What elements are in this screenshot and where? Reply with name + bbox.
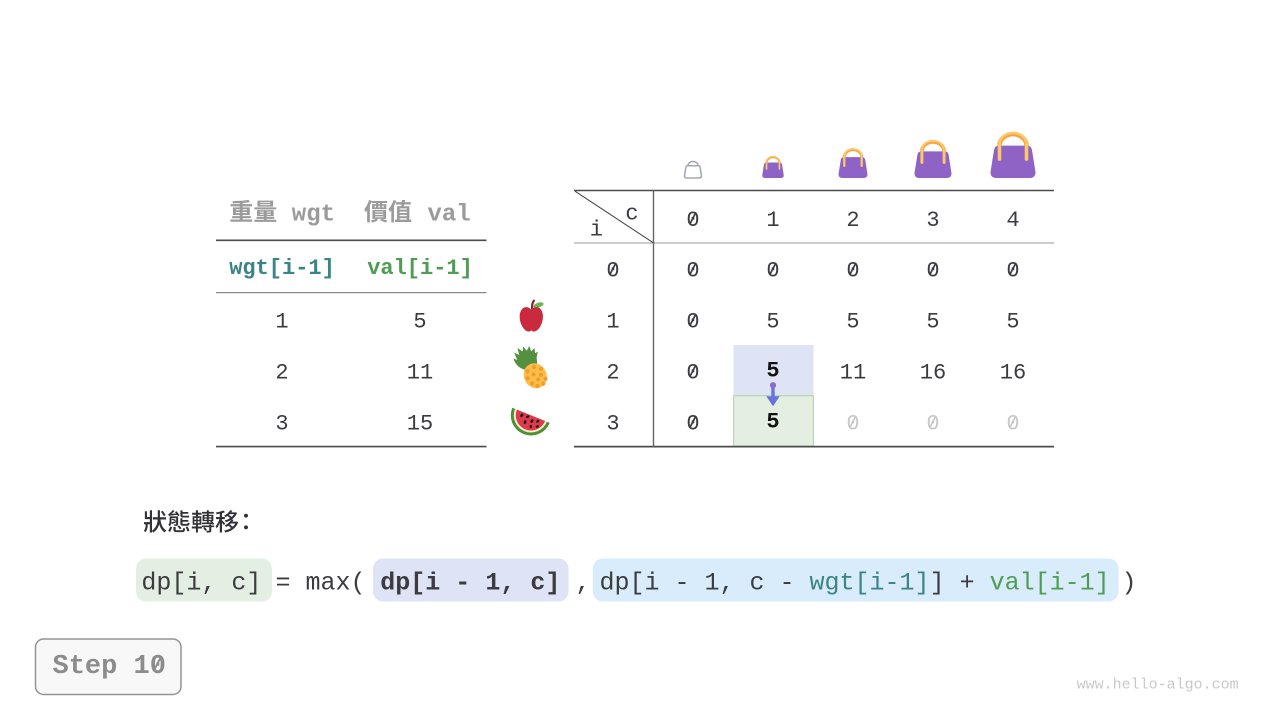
svg-text:0: 0 [686,361,699,386]
svg-text:wgt[i-1]: wgt[i-1] [810,568,930,597]
svg-text:3: 3 [275,412,288,437]
svg-text:15: 15 [407,412,433,437]
svg-text:16: 16 [920,361,946,386]
svg-text:0: 0 [846,412,859,437]
svg-text:0: 0 [686,412,699,437]
svg-text:2: 2 [846,208,859,233]
svg-text:0: 0 [150,652,166,682]
svg-text:5: 5 [846,310,859,335]
svg-text:0: 0 [686,310,699,335]
svg-text:): ) [1122,568,1137,597]
svg-text:]: ] [930,568,945,597]
svg-text:1: 1 [275,310,288,335]
svg-text:0: 0 [926,412,939,437]
svg-text:5: 5 [766,410,779,435]
svg-text:c: c [625,202,638,227]
svg-text:1: 1 [606,310,619,335]
svg-text:1: 1 [766,208,779,233]
svg-text:wgt[i-1]: wgt[i-1] [229,256,335,281]
svg-text:5: 5 [766,359,779,384]
svg-text:11: 11 [840,361,866,386]
svg-text:0: 0 [1006,412,1019,437]
svg-text:5: 5 [413,310,426,335]
svg-text:0: 0 [686,259,699,284]
svg-text:www.hello-algo.com: www.hello-algo.com [1077,677,1239,694]
svg-text:2: 2 [606,361,619,386]
svg-text:0: 0 [766,259,779,284]
svg-text:val: val [428,201,471,228]
svg-text:0: 0 [1006,259,1019,284]
svg-text:val[i-1]: val[i-1] [367,256,473,281]
svg-text:0: 0 [926,259,939,284]
svg-text:= max(: = max( [276,568,366,597]
svg-text:0: 0 [606,259,619,284]
svg-text:val[i-1]: val[i-1] [990,568,1110,597]
svg-text:+: + [945,568,990,597]
svg-text:dp[i - 1, c]: dp[i - 1, c] [380,568,560,597]
svg-text:,: , [576,568,591,597]
svg-text:0: 0 [686,208,699,233]
svg-text:dp[i - 1, c -: dp[i - 1, c - [600,568,810,597]
svg-text:16: 16 [1000,361,1026,386]
svg-text:3: 3 [606,412,619,437]
svg-text:dp[i, c]: dp[i, c] [141,568,261,597]
svg-text:i: i [590,217,603,242]
svg-text:5: 5 [926,310,939,335]
svg-text:Step 1: Step 1 [53,652,150,682]
svg-text:2: 2 [275,361,288,386]
svg-text:4: 4 [1006,208,1019,233]
svg-text:wgt: wgt [292,201,335,228]
svg-text:5: 5 [766,310,779,335]
svg-text:3: 3 [926,208,939,233]
svg-text:11: 11 [407,361,433,386]
svg-text:5: 5 [1006,310,1019,335]
svg-text:0: 0 [846,259,859,284]
